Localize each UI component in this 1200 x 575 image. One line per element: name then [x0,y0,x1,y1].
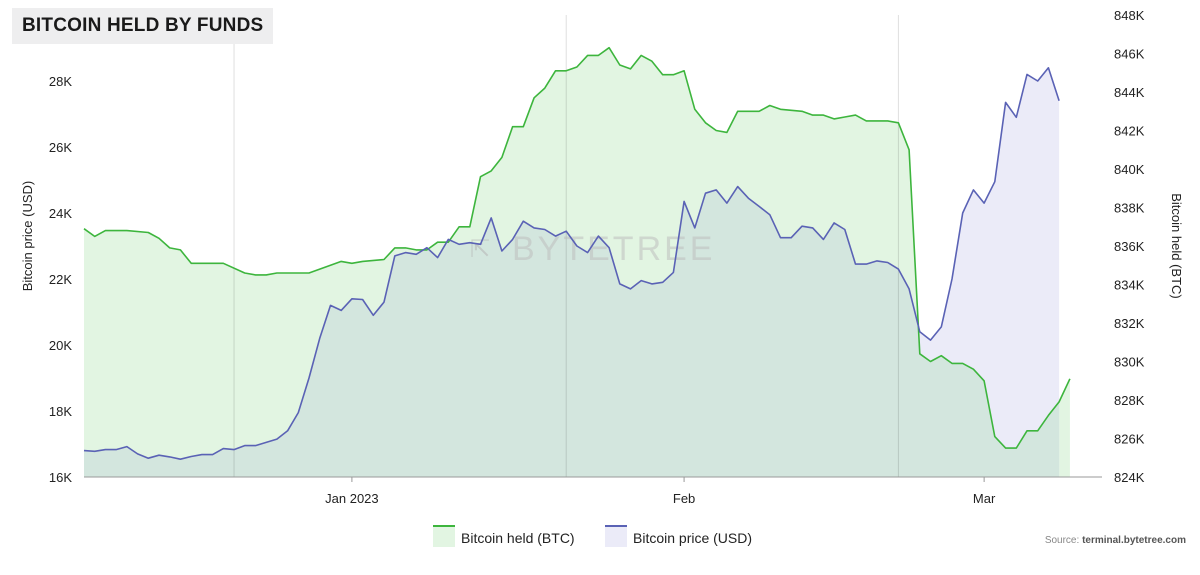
source-prefix: Source: [1044,535,1080,546]
y-right-tick-label: 842K [1114,124,1145,139]
chart-title: BITCOIN HELD BY FUNDS [22,15,264,36]
y-right-tick-label: 830K [1114,355,1145,370]
legend-price-label: Bitcoin price (USD) [633,530,752,546]
y-right-tick-label: 834K [1114,278,1145,293]
y-right-tick-label: 848K [1114,8,1145,23]
legend-held-swatch [433,525,455,547]
x-tick-label: Mar [973,491,996,506]
y-right-tick-label: 844K [1114,85,1145,100]
legend-held-label: Bitcoin held (BTC) [461,530,575,546]
y-right-axis-title: Bitcoin held (BTC) [1169,193,1184,298]
y-right-tick-label: 840K [1114,162,1145,177]
y-left-tick-label: 20K [49,338,72,353]
y-left-tick-label: 26K [49,140,72,155]
y-left-tick-label: 16K [49,470,72,485]
overlap-area [84,67,1060,477]
y-right-tick-label: 826K [1114,432,1145,447]
y-right-tick-label: 832K [1114,316,1145,331]
source-note: Source: terminal.bytetree.com [1045,535,1186,546]
price-line [83,67,1060,461]
y-right-tick-label: 838K [1114,201,1145,216]
y-left-tick-label: 24K [49,206,72,221]
y-right-tick-label: 828K [1114,393,1145,408]
y-left-axis-title: Bitcoin price (USD) [20,181,35,292]
y-right-tick-label: 824K [1114,470,1145,485]
y-left-tick-label: 28K [49,74,72,89]
legend-price-swatch [605,525,627,547]
y-right-tick-label: 836K [1114,239,1145,254]
chart-title-box: BITCOIN HELD BY FUNDS [12,8,274,44]
watermark-icon: ⇱ [470,235,490,263]
x-tick-label: Jan 2023 [325,491,379,506]
y-right-tick-label: 846K [1114,47,1145,62]
x-tick-label: Feb [673,491,695,506]
source-site: terminal.bytetree.com [1082,535,1186,546]
y-left-tick-label: 22K [49,272,72,287]
held-line [83,46,1071,449]
y-left-tick-label: 18K [49,404,72,419]
